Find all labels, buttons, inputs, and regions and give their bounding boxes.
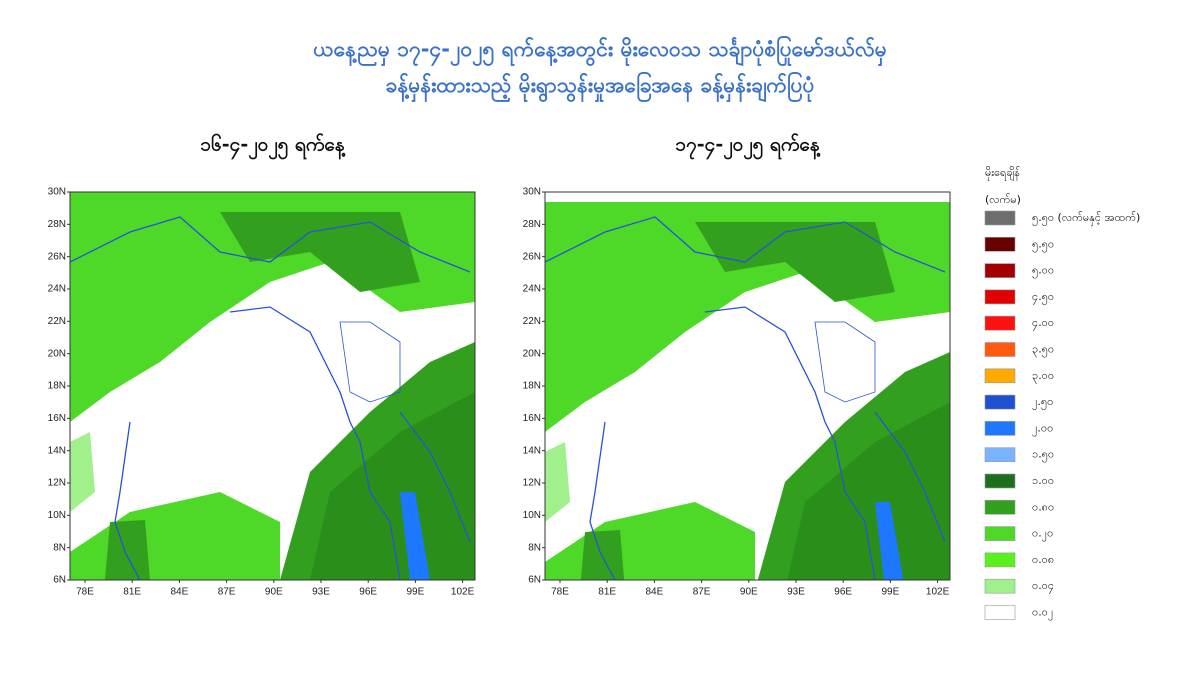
lat-label: 10N [523, 510, 541, 521]
legend-swatch [984, 394, 1016, 410]
legend-swatch [984, 473, 1016, 489]
legend-swatch [984, 342, 1016, 357]
legend-label: ၂.၀၀ [1032, 421, 1053, 436]
lon-label: 81E [598, 587, 616, 598]
legend-swatch [984, 447, 1016, 463]
legend-swatch [984, 499, 1016, 515]
lat-label: 18N [48, 381, 66, 392]
legend-swatch [984, 552, 1016, 568]
legend-label: ၀.၈၀ [1032, 500, 1054, 513]
map-area [70, 192, 475, 580]
map-panel: ၁၇-၄-၂၀၂၅ ရက်နေ့ 30N 28N 26N 24N 22N 20N 18N 16N… [523, 132, 951, 598]
legend-label: ၅.၀၀ [1032, 264, 1054, 279]
lat-label: 20N [48, 348, 66, 359]
legend-swatch [984, 526, 1016, 541]
legend-label: ၀.၀၄ [1032, 579, 1054, 594]
legend-label: ၃.၅၀ [1032, 343, 1054, 358]
panel-title: ၁၆-၄-၂၀၂၅ ရက်နေ့ [200, 132, 346, 161]
lon-label: 90E [740, 587, 758, 598]
lat-label: 28N [523, 219, 541, 230]
legend-swatch [984, 289, 1016, 305]
lat-label: 8N [53, 542, 66, 553]
legend-label: ၁.၀၀ [1032, 474, 1054, 487]
legend-label: ၄.၀၀ [1032, 316, 1054, 331]
lat-label: 12N [48, 478, 66, 489]
panel-title: ၁၇-၄-၂၀၂၅ ရက်နေ့ [675, 132, 821, 161]
lon-label: 99E [882, 587, 900, 598]
legend: မိုးရေချိန် (လက်မ) ၅.၅၀ (လက်မနှင့် အထက်)… [984, 166, 1140, 621]
lat-label: 6N [528, 575, 541, 586]
lon-label: 93E [312, 587, 330, 598]
lat-label: 14N [48, 445, 66, 456]
legend-swatch [984, 210, 1016, 226]
lon-label: 84E [646, 587, 664, 598]
lat-label: 18N [523, 381, 541, 392]
lon-label: 96E [834, 587, 852, 598]
lat-label: 26N [523, 251, 541, 262]
lat-label: 26N [48, 251, 66, 262]
lon-label: 102E [451, 587, 475, 598]
legend-swatch [984, 605, 1016, 620]
page-title: ယနေ့ညမှ ၁၇-၄-၂၀၂၅ ရက်နေ့အတွင်း မိုးလေဝသ … [313, 34, 886, 67]
legend-label: ၃.၀၀ [1032, 369, 1054, 384]
lat-label: 12N [523, 478, 541, 489]
lat-label: 30N [48, 187, 66, 198]
page-title: ခန့်မှန်းထားသည့် မိုးရွာသွန်းမှုအခြေအနေ … [386, 70, 815, 103]
lon-label: 96E [359, 587, 377, 598]
lat-label: 24N [48, 284, 66, 295]
lon-label: 102E [926, 587, 950, 598]
legend-label: ၀.၀၈ [1032, 553, 1054, 566]
legend-label: ၀.၂၀ [1032, 527, 1053, 542]
lat-label: 22N [523, 316, 541, 327]
legend-swatch [984, 578, 1016, 594]
legend-swatch [984, 421, 1016, 436]
lon-label: 87E [218, 587, 236, 598]
lat-label: 16N [523, 413, 541, 424]
legend-title: မိုးရေချိန် [985, 166, 1020, 181]
legend-swatch [984, 263, 1016, 278]
lat-label: 24N [523, 284, 541, 295]
lon-label: 78E [551, 587, 569, 598]
lon-label: 81E [123, 587, 141, 598]
map-panel: ၁၆-၄-၂၀၂၅ ရက်နေ့ 30N 28N 26N 24N 22N 20N 18N 16N… [48, 132, 476, 598]
lat-label: 30N [523, 187, 541, 198]
lat-label: 6N [53, 575, 66, 586]
legend-label: ၁.၅၀ [1032, 448, 1054, 463]
lat-label: 22N [48, 316, 66, 327]
lat-label: 14N [523, 445, 541, 456]
map-area [545, 192, 950, 580]
legend-swatch [984, 315, 1016, 331]
legend-label: ၅.၅၀ (လက်မနှင့် အထက်) [1032, 211, 1140, 226]
lat-label: 20N [523, 348, 541, 359]
lon-label: 78E [76, 587, 94, 598]
lon-label: 87E [693, 587, 711, 598]
legend-swatch [984, 237, 1016, 252]
legend-unit: (လက်မ) [985, 193, 1021, 206]
lat-label: 16N [48, 413, 66, 424]
lon-label: 84E [171, 587, 189, 598]
lon-label: 90E [265, 587, 283, 598]
lat-label: 10N [48, 510, 66, 521]
lat-label: 8N [528, 542, 541, 553]
legend-label: ၂.၅၀ [1032, 395, 1053, 410]
legend-label: ၅.၅၀ [1032, 237, 1054, 252]
legend-label: ၄.၅၀ [1032, 290, 1054, 305]
legend-swatch [984, 368, 1016, 384]
lon-label: 99E [407, 587, 425, 598]
lat-label: 28N [48, 219, 66, 230]
lon-label: 93E [787, 587, 805, 598]
legend-label: ၀.၀၂ [1032, 606, 1053, 621]
